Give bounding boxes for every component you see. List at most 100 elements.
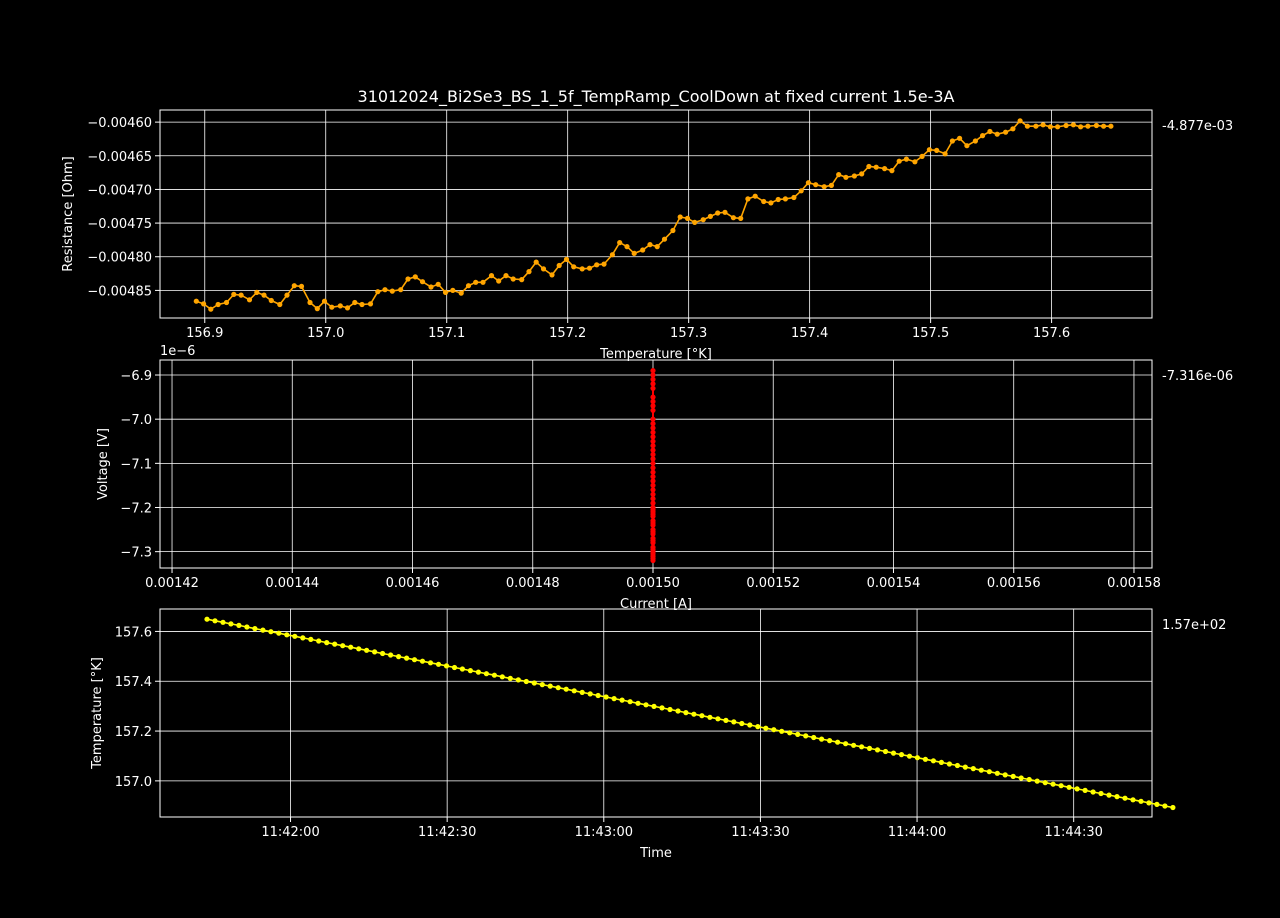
resistance-vs-temperature-point xyxy=(231,291,237,297)
resistance-vs-temperature-point xyxy=(934,147,940,153)
resistance-vs-temperature-point xyxy=(1108,123,1114,129)
temperature-vs-time-series xyxy=(204,616,1176,811)
resistance-vs-temperature-point xyxy=(556,262,562,269)
temperature-vs-time-point xyxy=(340,643,346,649)
resistance-vs-temperature-point xyxy=(201,301,207,307)
temperature-vs-time-point xyxy=(890,750,897,756)
resistance-vs-temperature-point xyxy=(949,138,956,144)
temperature-vs-time-point xyxy=(827,738,833,744)
resistance-vs-temperature-point xyxy=(563,256,570,262)
resistance-vs-temperature-xtick-label: 156.9 xyxy=(186,326,223,341)
temperature-vs-time-point xyxy=(364,647,370,653)
temperature-vs-time-point xyxy=(651,703,657,710)
resistance-vs-temperature-point xyxy=(752,193,758,199)
resistance-vs-temperature-ytick-label: −0.00475 xyxy=(87,217,152,232)
resistance-vs-temperature-point xyxy=(1040,122,1046,128)
temperature-vs-time-point xyxy=(851,742,857,748)
resistance-vs-temperature-point xyxy=(405,276,411,282)
voltage-vs-current-ytick-label: −7.2 xyxy=(120,501,152,516)
resistance-vs-temperature-point xyxy=(843,174,849,180)
resistance-vs-temperature-xtick-label: 157.6 xyxy=(1033,326,1070,341)
temperature-vs-time-point xyxy=(1138,798,1144,804)
voltage-vs-current-series xyxy=(650,368,656,564)
resistance-vs-temperature-point xyxy=(473,279,479,285)
resistance-vs-temperature-point xyxy=(261,292,267,298)
voltage-panel: Voltage [V] Current [A] -7.316e-06 1e−6 … xyxy=(96,344,1233,612)
voltage-vs-current-xtick-label: 0.00150 xyxy=(626,576,680,591)
resistance-vs-temperature-point xyxy=(738,215,744,221)
temperature-vs-time-point xyxy=(316,638,322,644)
resistance-vs-temperature-point xyxy=(215,301,221,308)
resistance-vs-temperature-point xyxy=(1017,118,1023,124)
resistance-vs-temperature-point xyxy=(321,298,328,304)
resistance-vs-temperature-point xyxy=(1078,124,1084,130)
resistance-vs-temperature-point xyxy=(715,210,721,216)
temperature-vs-time-point xyxy=(986,769,992,775)
resistance-vs-temperature-point xyxy=(586,265,593,271)
voltage-vs-current-ticks: 0.00142 0.00144 0.00146 0.00148 0.00150 0.001… xyxy=(120,369,1160,591)
temperature-vs-time-point xyxy=(1106,792,1112,798)
temperature-vs-time-point xyxy=(1050,781,1056,787)
temperature-vs-time-point xyxy=(683,710,689,716)
temperature-vs-time-ytick-label: 157.2 xyxy=(115,725,152,740)
resistance-vs-temperature-point xyxy=(1070,122,1076,128)
temperature-vs-time-point xyxy=(443,663,450,669)
resistance-vs-temperature-point xyxy=(775,196,781,203)
temperature-vs-time-xtick-label: 11:44:00 xyxy=(888,825,946,840)
temperature-vs-time-point xyxy=(1098,790,1104,797)
temperature-vs-time-point xyxy=(962,764,968,770)
resistance-vs-temperature-ytick-label: −0.00480 xyxy=(87,251,152,266)
resistance-axis-xlabel: Temperature [°K] xyxy=(599,347,712,362)
resistance-vs-temperature-point xyxy=(624,244,630,250)
resistance-vs-temperature-point xyxy=(805,180,812,186)
temperature-vs-time-point xyxy=(507,675,513,682)
temperature-vs-time-point xyxy=(930,758,937,764)
resistance-vs-temperature-point xyxy=(503,273,509,279)
temperature-vs-time-point xyxy=(1002,772,1008,778)
resistance-vs-temperature-point xyxy=(284,292,290,298)
resistance-vs-temperature-point xyxy=(223,299,230,306)
voltage-vs-current-xtick-label: 0.00158 xyxy=(1107,576,1161,591)
temperature-vs-time-point xyxy=(691,711,697,717)
temperature-vs-time-point xyxy=(723,717,729,724)
resistance-vs-temperature-xtick-label: 157.2 xyxy=(549,326,586,341)
temperature-vs-time-point xyxy=(427,660,434,666)
resistance-vs-temperature-point xyxy=(859,171,865,177)
temperature-vs-time-point xyxy=(555,685,561,691)
temperature-vs-time-point xyxy=(707,714,713,720)
temperature-vs-time-point xyxy=(539,682,545,688)
resistance-vs-temperature-xtick-label: 157.3 xyxy=(670,326,707,341)
temperature-vs-time-ytick-label: 157.6 xyxy=(115,625,152,640)
temperature-vs-time-point xyxy=(260,627,266,633)
temperature-vs-time-point xyxy=(954,762,961,769)
temperature-vs-time-point xyxy=(771,727,777,733)
resistance-vs-temperature-point xyxy=(238,292,244,298)
resistance-vs-temperature-point xyxy=(836,172,842,178)
temperature-vs-time-point xyxy=(451,664,458,671)
resistance-vs-temperature-point xyxy=(307,299,313,306)
temperature-vs-time-point xyxy=(906,753,913,759)
resistance-panel: Resistance [Ohm] Temperature [°K] -4.877… xyxy=(61,109,1233,362)
temperature-vs-time-point xyxy=(1170,804,1176,811)
temperature-vs-time-point xyxy=(659,705,665,711)
resistance-vs-temperature-point xyxy=(692,219,698,225)
resistance-vs-temperature-point xyxy=(526,269,532,275)
temperature-vs-time-point xyxy=(1130,797,1136,803)
resistance-vs-temperature-point xyxy=(571,264,577,270)
resistance-vs-temperature-point xyxy=(980,133,986,139)
temperature-vs-time-point xyxy=(643,702,649,708)
temperature-vs-time-point xyxy=(587,691,593,697)
resistance-vs-temperature-point xyxy=(298,283,305,289)
temperature-vs-time-point xyxy=(763,725,769,731)
resistance-axis-ylabel: Resistance [Ohm] xyxy=(61,156,76,271)
resistance-vs-temperature-point xyxy=(640,247,646,253)
resistance-vs-temperature-point xyxy=(246,297,253,303)
temperature-axis-xlabel: Time xyxy=(639,846,672,861)
temperature-vs-time-point xyxy=(571,688,577,694)
resistance-vs-temperature-ytick-label: −0.00485 xyxy=(87,284,152,299)
resistance-vs-temperature-point xyxy=(919,153,925,159)
temperature-vs-time-point xyxy=(268,629,274,635)
temperature-panel: Temperature [°K] Time 1.57e+02 11:42:00 1… xyxy=(90,608,1226,861)
temperature-vs-time-point xyxy=(252,626,258,632)
temperature-vs-time-point xyxy=(779,728,785,734)
